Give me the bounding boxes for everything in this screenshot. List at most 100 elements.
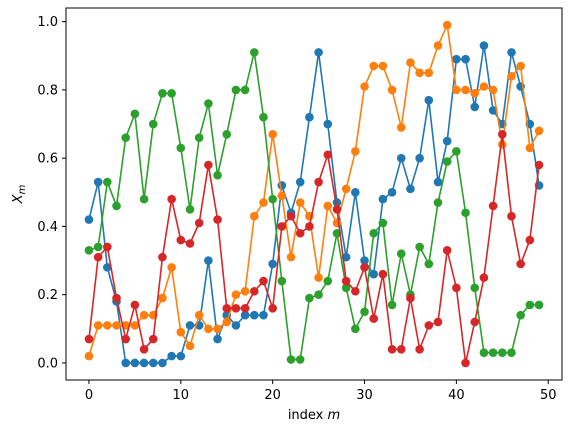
series-3-point [507, 348, 516, 358]
series-1-point [360, 256, 369, 265]
series-2-point [351, 147, 360, 156]
series-2-point [112, 321, 121, 330]
series-4 [84, 129, 544, 368]
series-4-point [185, 239, 195, 248]
y-tick-label: 0.4 [37, 220, 58, 235]
series-2-point [314, 273, 323, 282]
series-1-point [277, 181, 287, 190]
series-3-point [130, 109, 140, 119]
series-3-point [103, 177, 112, 187]
series-2-point [461, 85, 470, 95]
series-2-point [323, 201, 333, 211]
series-2-point [442, 20, 452, 30]
series-3-point [360, 307, 369, 317]
series-4-point [213, 215, 222, 224]
series-4-point [305, 222, 314, 231]
series-1-point [470, 102, 480, 112]
series-3-point [433, 198, 443, 207]
series-1-point [507, 48, 516, 57]
series-4-point [194, 218, 204, 228]
series-3-point [295, 355, 305, 364]
y-axis: 0.0 0.2 0.4 0.6 0.8 1.0 [37, 15, 66, 371]
series-2-point [167, 263, 176, 272]
series-4-point [424, 321, 434, 330]
series-4-point [204, 160, 213, 170]
series-4-point [332, 205, 342, 214]
series-1-point [415, 153, 424, 163]
series-3-point [231, 85, 241, 95]
series-1-point [103, 263, 112, 272]
series-4-point [378, 269, 388, 279]
series-4-point [461, 358, 470, 368]
series-3-point [516, 310, 525, 320]
series-1-point [314, 48, 323, 57]
series-2-point [158, 293, 167, 303]
series-2 [84, 20, 544, 361]
series-2-point [185, 341, 195, 351]
series-1-point [479, 41, 489, 50]
series-1-point [323, 119, 333, 129]
series-2-point [525, 143, 535, 153]
series-1-point [295, 177, 305, 187]
series-2-point [139, 310, 149, 320]
series-1-point [396, 153, 406, 163]
series-3-point [194, 133, 204, 142]
series-1-point [433, 177, 443, 187]
series-4-point [250, 286, 259, 296]
series-4-point [479, 273, 489, 282]
x-axis: 0 10 20 30 40 50 [85, 380, 556, 403]
series-1-point [424, 95, 434, 105]
series-2-point [424, 68, 434, 78]
series-2-point [534, 126, 544, 136]
series-2-point [222, 317, 232, 327]
x-tick-label: 30 [356, 388, 373, 403]
series-3-point [176, 143, 186, 153]
series-1-point [167, 351, 176, 361]
series-3-point [396, 249, 406, 259]
series-1-point [378, 194, 388, 204]
series-3-point [268, 194, 277, 204]
series-2-point [387, 85, 397, 95]
series-4-point [396, 344, 406, 354]
series-3-point [84, 246, 94, 255]
series-3-point [442, 157, 452, 166]
series-2-point [516, 61, 525, 71]
series-3-point [323, 276, 333, 286]
series-3-point [286, 355, 296, 364]
plot-area [84, 20, 544, 368]
series-3-point [424, 259, 434, 269]
series-1-point [488, 106, 498, 115]
series-4-point [268, 304, 277, 313]
series-4-point [139, 344, 149, 354]
series-2-point [341, 184, 351, 194]
series-4-point [240, 304, 250, 313]
series-3-point [525, 300, 535, 310]
series-3-point [387, 300, 397, 310]
y-axis-label-sub: m [17, 184, 28, 194]
series-3-point [240, 85, 250, 95]
series-4-point [360, 263, 369, 272]
series-1-point [84, 215, 94, 224]
series-2-point [84, 351, 94, 361]
series-3-point [93, 242, 103, 252]
series-4-point [415, 344, 424, 354]
y-axis-label-var: X [11, 193, 26, 204]
series-1-point [231, 321, 241, 330]
series-4-point [121, 334, 130, 344]
series-3-point [314, 290, 323, 299]
series-3-point [452, 147, 461, 156]
series-2-point [498, 140, 507, 149]
series-2-point [277, 191, 287, 201]
series-4-point [516, 259, 525, 269]
series-3-point [277, 276, 287, 286]
x-tick-label: 0 [85, 388, 93, 403]
y-tick-label: 0.8 [37, 83, 58, 98]
series-1-point [369, 269, 379, 279]
series-3-point [121, 133, 130, 142]
series-4-point [112, 293, 121, 303]
series-layer [84, 20, 544, 368]
series-3-point [378, 218, 388, 228]
series-2-point [240, 286, 250, 296]
series-3-point [213, 170, 222, 180]
series-4-point [277, 222, 287, 231]
